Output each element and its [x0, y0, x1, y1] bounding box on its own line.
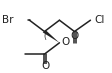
Text: Cl: Cl [94, 15, 104, 25]
Polygon shape [43, 31, 59, 43]
Text: Br: Br [2, 15, 14, 25]
Text: O: O [71, 31, 79, 41]
Text: O: O [61, 37, 70, 47]
Text: O: O [41, 61, 50, 71]
Text: (: ( [43, 32, 46, 41]
